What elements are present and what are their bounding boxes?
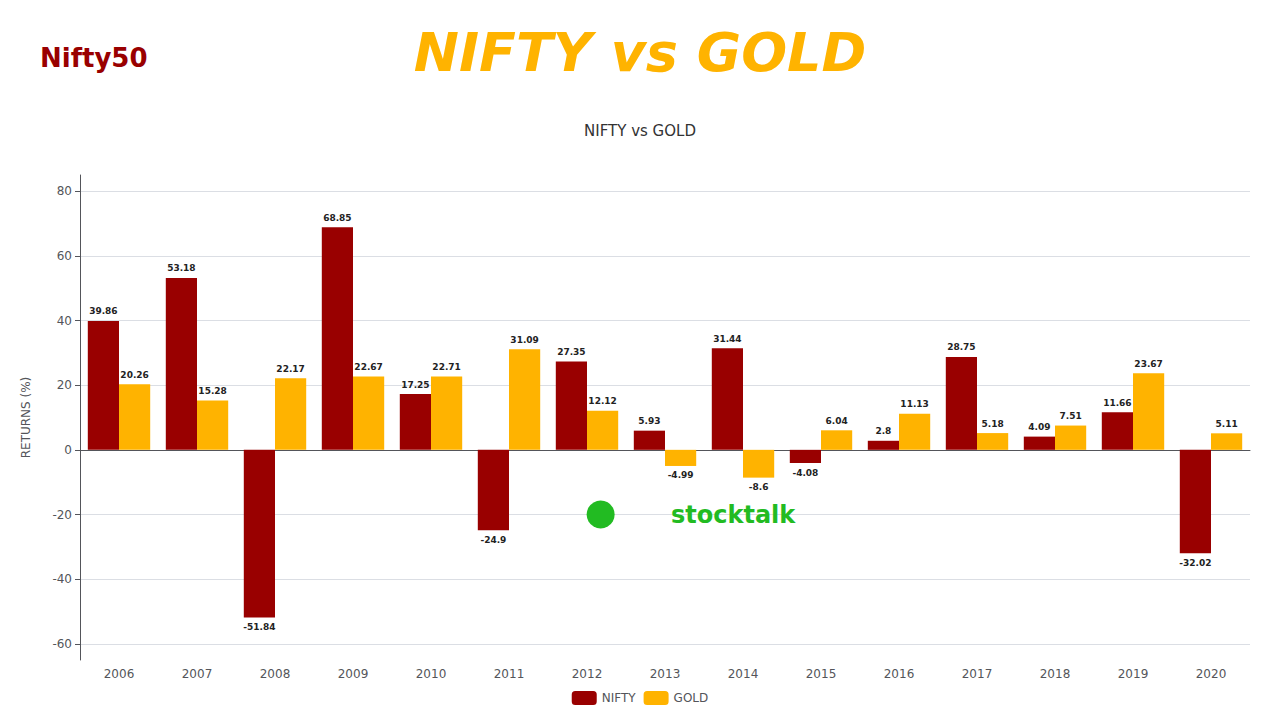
svg-text:40: 40	[57, 314, 72, 328]
svg-text:2014: 2014	[728, 667, 759, 681]
svg-text:2017: 2017	[962, 667, 993, 681]
svg-text:2012: 2012	[572, 667, 603, 681]
svg-text:2020: 2020	[1196, 667, 1227, 681]
svg-text:22.71: 22.71	[432, 362, 460, 372]
svg-text:-4.99: -4.99	[668, 470, 694, 480]
svg-text:22.17: 22.17	[276, 364, 304, 374]
svg-text:53.18: 53.18	[167, 263, 195, 273]
svg-text:27.35: 27.35	[557, 347, 585, 357]
svg-text:23.67: 23.67	[1134, 359, 1162, 369]
svg-text:0: 0	[64, 443, 72, 457]
svg-text:2016: 2016	[884, 667, 915, 681]
svg-text:5.18: 5.18	[981, 419, 1003, 429]
svg-text:2010: 2010	[416, 667, 447, 681]
svg-text:28.75: 28.75	[947, 342, 975, 352]
svg-text:RETURNS (%): RETURNS (%)	[19, 377, 33, 459]
svg-text:Nifty50: Nifty50	[40, 43, 148, 73]
svg-text:-32.02: -32.02	[1179, 558, 1211, 568]
svg-text:20.26: 20.26	[120, 370, 148, 380]
svg-text:-4.08: -4.08	[792, 468, 818, 478]
svg-text:-24.9: -24.9	[480, 535, 506, 545]
svg-text:11.66: 11.66	[1103, 398, 1131, 408]
svg-text:2006: 2006	[104, 667, 135, 681]
svg-text:-8.6: -8.6	[749, 482, 769, 492]
svg-text:7.51: 7.51	[1059, 411, 1081, 421]
svg-text:NIFTY vs GOLD: NIFTY vs GOLD	[584, 122, 696, 140]
svg-text:15.28: 15.28	[198, 386, 226, 396]
svg-text:60: 60	[57, 249, 72, 263]
svg-text:31.09: 31.09	[510, 335, 538, 345]
svg-text:6.04: 6.04	[825, 416, 847, 426]
svg-text:39.86: 39.86	[89, 306, 117, 316]
svg-text:2.8: 2.8	[875, 426, 891, 436]
svg-text:-40: -40	[52, 572, 72, 586]
svg-text:4.09: 4.09	[1028, 422, 1050, 432]
svg-text:80: 80	[57, 184, 72, 198]
svg-text:-51.84: -51.84	[243, 622, 275, 632]
svg-text:GOLD: GOLD	[674, 691, 709, 705]
svg-text:20: 20	[57, 378, 72, 392]
svg-text:2011: 2011	[494, 667, 525, 681]
svg-text:NIFTY: NIFTY	[602, 691, 637, 705]
svg-text:11.13: 11.13	[900, 399, 928, 409]
svg-text:2019: 2019	[1118, 667, 1149, 681]
svg-text:68.85: 68.85	[323, 213, 351, 223]
svg-text:22.67: 22.67	[354, 362, 382, 372]
svg-text:stocktalk: stocktalk	[671, 501, 796, 529]
svg-text:31.44: 31.44	[713, 334, 741, 344]
svg-text:2009: 2009	[338, 667, 369, 681]
svg-text:NIFTY vs GOLD: NIFTY vs GOLD	[414, 21, 867, 84]
svg-text:5.93: 5.93	[638, 416, 660, 426]
svg-text:-20: -20	[52, 508, 72, 522]
svg-text:2018: 2018	[1040, 667, 1071, 681]
svg-text:2015: 2015	[806, 667, 837, 681]
svg-text:12.12: 12.12	[588, 396, 616, 406]
svg-text:2013: 2013	[650, 667, 681, 681]
svg-text:-60: -60	[52, 637, 72, 651]
svg-text:2008: 2008	[260, 667, 291, 681]
svg-text:5.11: 5.11	[1215, 419, 1237, 429]
svg-text:17.25: 17.25	[401, 380, 429, 390]
svg-text:2007: 2007	[182, 667, 213, 681]
